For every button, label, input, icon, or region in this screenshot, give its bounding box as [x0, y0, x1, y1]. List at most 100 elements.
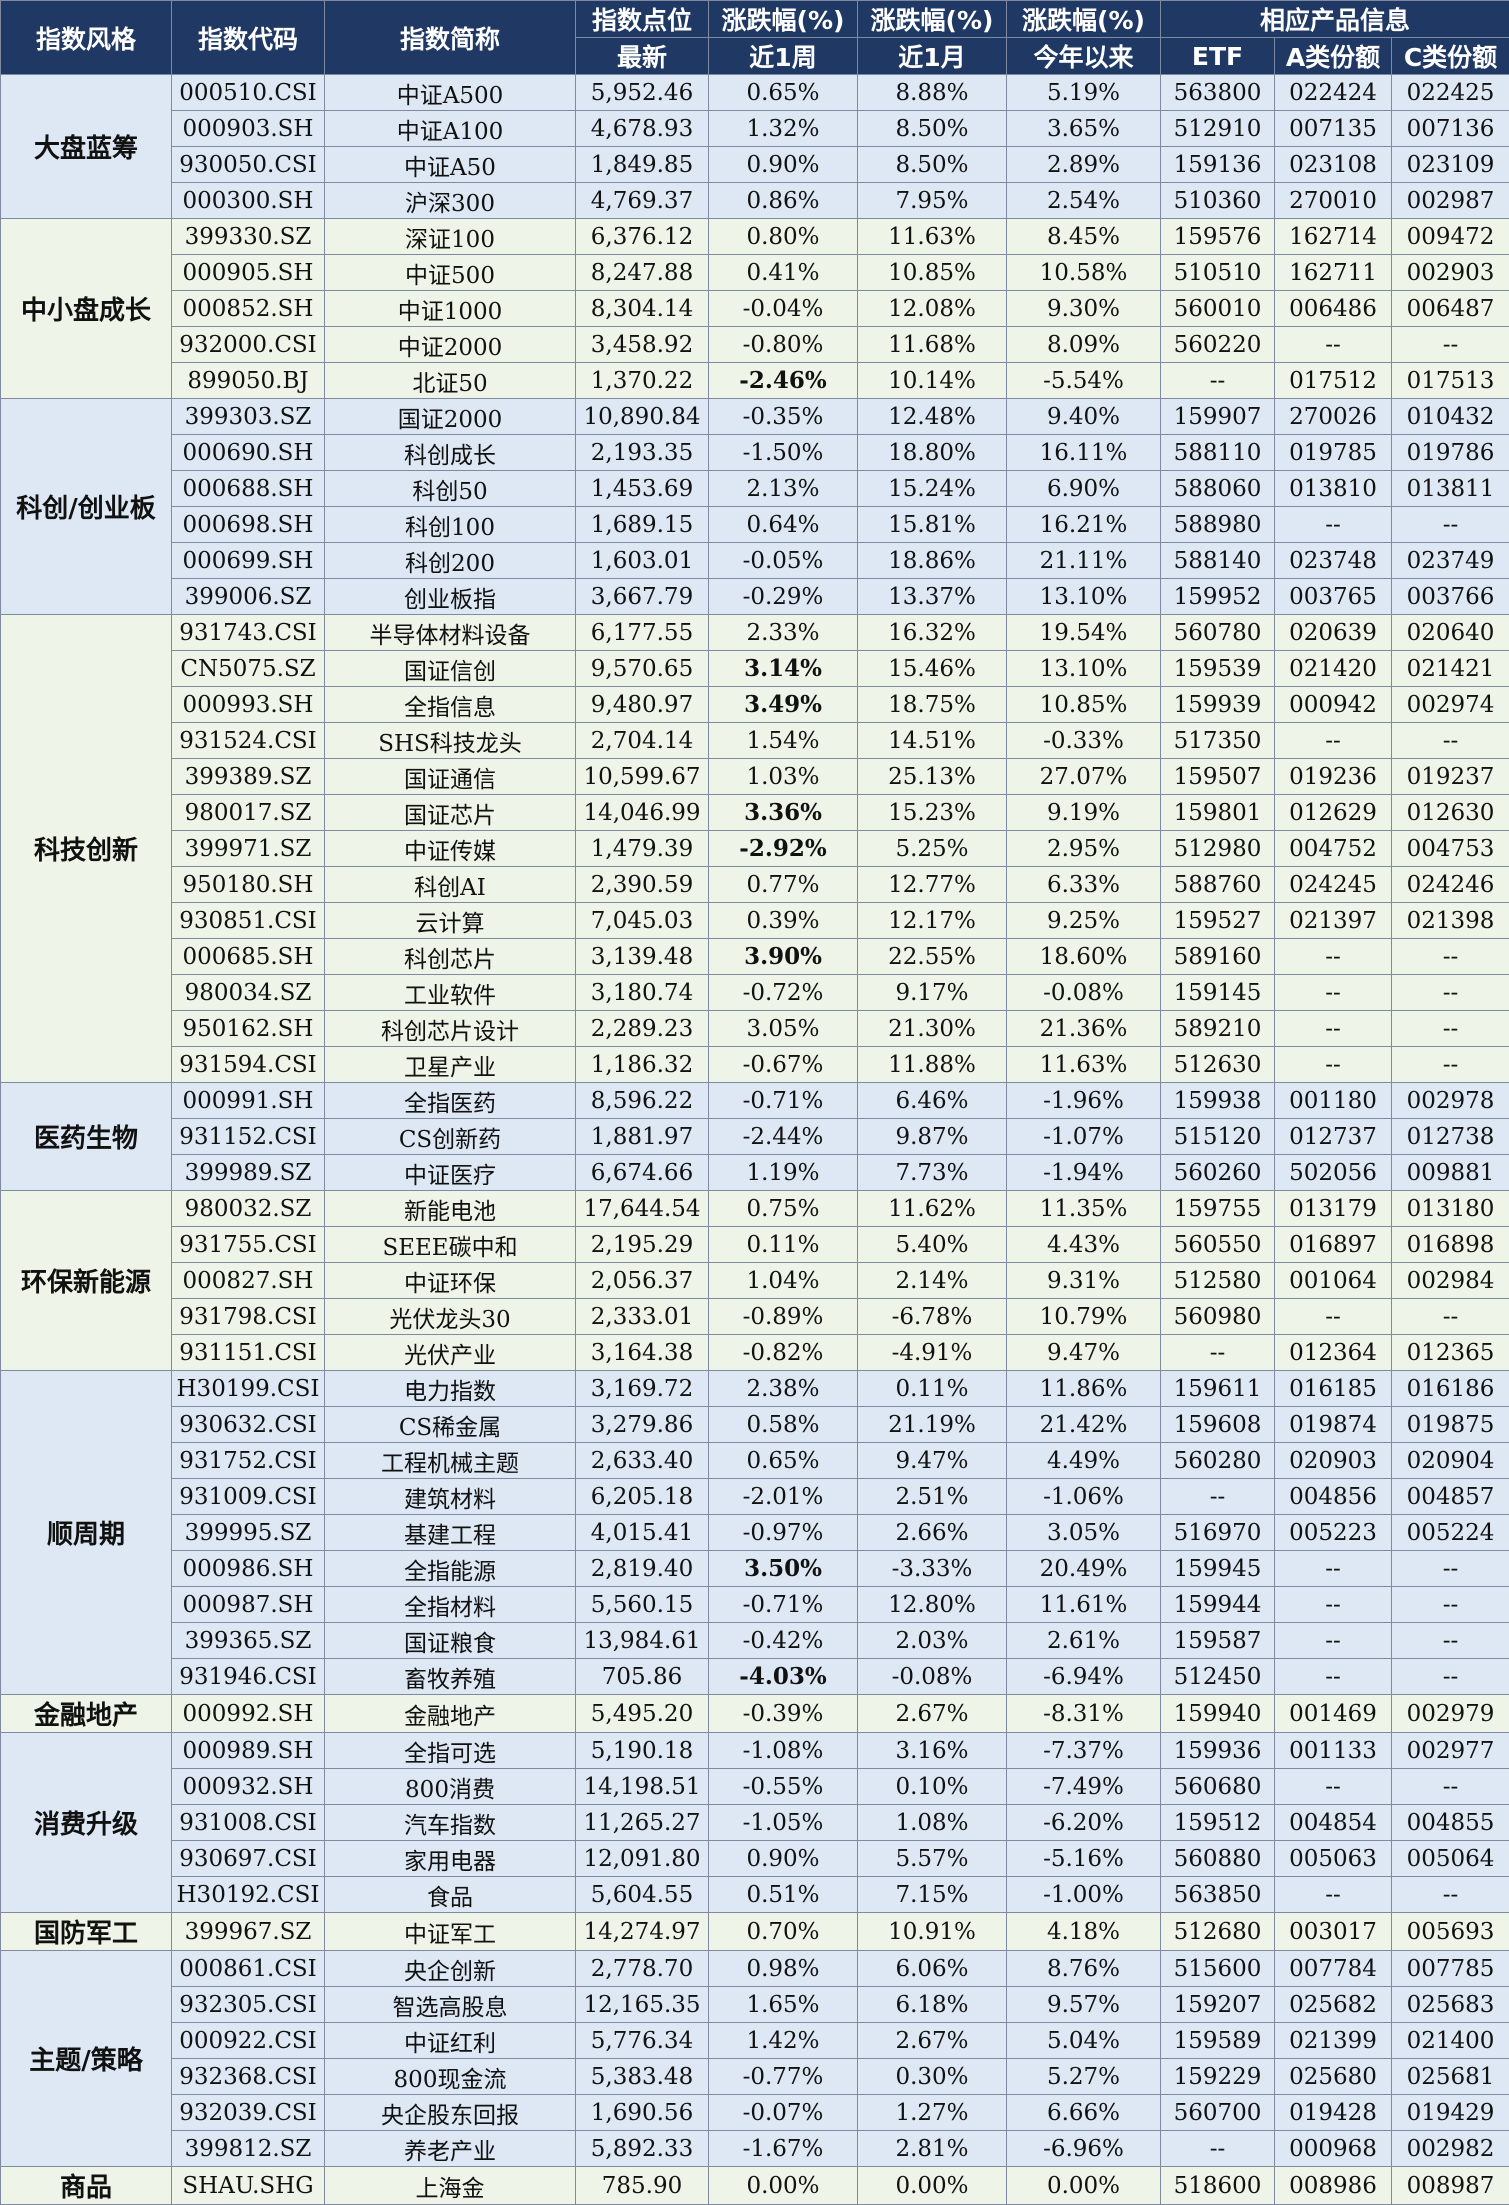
chg-month: 11.62%	[858, 1191, 1007, 1227]
index-name: 科创200	[325, 543, 576, 579]
header-chg-month-sub: 近1月	[858, 38, 1007, 75]
c-share-code: 012630	[1392, 795, 1509, 831]
chg-ytd: 10.85%	[1007, 687, 1161, 723]
index-name: 工业软件	[325, 975, 576, 1011]
etf-code: 159512	[1161, 1805, 1275, 1841]
etf-code: 588110	[1161, 435, 1275, 471]
index-points: 3,667.79	[576, 579, 709, 615]
chg-ytd: 19.54%	[1007, 615, 1161, 651]
a-share-code: 021399	[1275, 2023, 1392, 2059]
a-share-code: --	[1275, 507, 1392, 543]
a-share-code: 000968	[1275, 2131, 1392, 2167]
chg-week: -0.77%	[709, 2059, 858, 2095]
chg-ytd: 6.90%	[1007, 471, 1161, 507]
group-label: 顺周期	[1, 1371, 172, 1695]
index-name: 光伏产业	[325, 1335, 576, 1371]
chg-week: 1.32%	[709, 111, 858, 147]
index-points: 2,195.29	[576, 1227, 709, 1263]
chg-month: 2.14%	[858, 1263, 1007, 1299]
etf-code: 159944	[1161, 1587, 1275, 1623]
etf-code: 512680	[1161, 1913, 1275, 1951]
index-points: 17,644.54	[576, 1191, 709, 1227]
group-label: 大盘蓝筹	[1, 75, 172, 219]
index-name: 国证信创	[325, 651, 576, 687]
chg-month: 5.57%	[858, 1841, 1007, 1877]
c-share-code: 023109	[1392, 147, 1509, 183]
c-share-code: 024246	[1392, 867, 1509, 903]
c-share-code: 010432	[1392, 399, 1509, 435]
chg-month: 5.40%	[858, 1227, 1007, 1263]
index-name: 全指医药	[325, 1083, 576, 1119]
index-code: 931009.CSI	[172, 1479, 325, 1515]
index-code: 399971.SZ	[172, 831, 325, 867]
chg-ytd: 18.60%	[1007, 939, 1161, 975]
index-code: 980034.SZ	[172, 975, 325, 1011]
index-code: 000987.SH	[172, 1587, 325, 1623]
chg-month: 15.24%	[858, 471, 1007, 507]
index-code: 899050.BJ	[172, 363, 325, 399]
a-share-code: 012737	[1275, 1119, 1392, 1155]
group-label: 国防军工	[1, 1913, 172, 1951]
etf-code: 159136	[1161, 147, 1275, 183]
index-code: 931946.CSI	[172, 1659, 325, 1695]
c-share-code: 006487	[1392, 291, 1509, 327]
chg-ytd: 5.27%	[1007, 2059, 1161, 2095]
etf-code: --	[1161, 1335, 1275, 1371]
index-code: 000989.SH	[172, 1733, 325, 1769]
chg-week: 0.65%	[709, 1443, 858, 1479]
chg-month: 14.51%	[858, 723, 1007, 759]
group-label: 医药生物	[1, 1083, 172, 1191]
index-name: 创业板指	[325, 579, 576, 615]
index-code: 000991.SH	[172, 1083, 325, 1119]
a-share-code: 270026	[1275, 399, 1392, 435]
index-code: 000993.SH	[172, 687, 325, 723]
a-share-code: 001469	[1275, 1695, 1392, 1733]
c-share-code: 004753	[1392, 831, 1509, 867]
chg-week: 0.70%	[709, 1913, 858, 1951]
chg-month: 6.06%	[858, 1951, 1007, 1987]
a-share-code: 000942	[1275, 687, 1392, 723]
a-share-code: 016185	[1275, 1371, 1392, 1407]
index-name: 北证50	[325, 363, 576, 399]
index-points: 6,177.55	[576, 615, 709, 651]
chg-month: 0.30%	[858, 2059, 1007, 2095]
index-points: 5,190.18	[576, 1733, 709, 1769]
c-share-code: 019237	[1392, 759, 1509, 795]
chg-month: -6.78%	[858, 1299, 1007, 1335]
index-code: 950180.SH	[172, 867, 325, 903]
index-name: 工程机械主题	[325, 1443, 576, 1479]
index-points: 2,056.37	[576, 1263, 709, 1299]
index-name: 中证环保	[325, 1263, 576, 1299]
c-share-code: --	[1392, 1877, 1509, 1913]
etf-code: 159207	[1161, 1987, 1275, 2023]
chg-ytd: 11.86%	[1007, 1371, 1161, 1407]
index-name: 科创50	[325, 471, 576, 507]
chg-week: 0.65%	[709, 75, 858, 111]
index-points: 1,603.01	[576, 543, 709, 579]
index-points: 2,390.59	[576, 867, 709, 903]
etf-code: 159145	[1161, 975, 1275, 1011]
chg-month: 2.81%	[858, 2131, 1007, 2167]
index-name: 养老产业	[325, 2131, 576, 2167]
index-code: 931798.CSI	[172, 1299, 325, 1335]
chg-week: -0.82%	[709, 1335, 858, 1371]
chg-week: 0.98%	[709, 1951, 858, 1987]
group-label: 主题/策略	[1, 1951, 172, 2167]
c-share-code: 002984	[1392, 1263, 1509, 1299]
etf-code: 588060	[1161, 471, 1275, 507]
chg-month: 5.25%	[858, 831, 1007, 867]
index-name: SEEE碳中和	[325, 1227, 576, 1263]
chg-ytd: 6.33%	[1007, 867, 1161, 903]
index-points: 14,198.51	[576, 1769, 709, 1805]
chg-month: 9.17%	[858, 975, 1007, 1011]
c-share-code: --	[1392, 975, 1509, 1011]
a-share-code: 004856	[1275, 1479, 1392, 1515]
index-name: 金融地产	[325, 1695, 576, 1733]
